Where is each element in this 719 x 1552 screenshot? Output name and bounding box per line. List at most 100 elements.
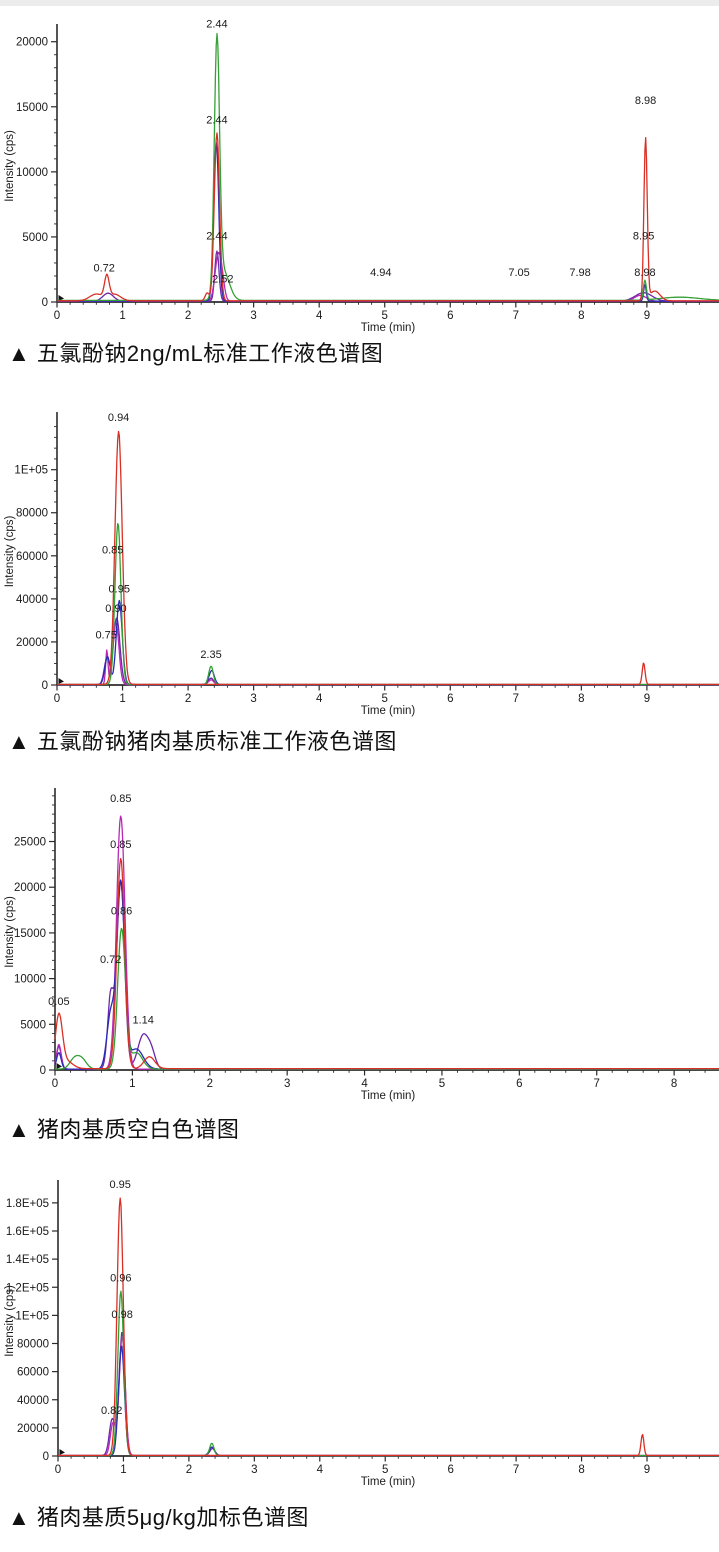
svg-text:0: 0	[52, 1078, 58, 1090]
svg-text:8: 8	[578, 310, 584, 322]
peak-label: 0.75	[95, 630, 116, 642]
svg-text:7: 7	[513, 310, 519, 322]
svg-text:5: 5	[382, 310, 388, 322]
x-axis-title: Time (min)	[361, 1476, 416, 1488]
trace-green	[57, 523, 719, 686]
trace-magenta	[58, 1336, 719, 1457]
svg-text:80000: 80000	[17, 1339, 49, 1351]
svg-text:25000: 25000	[14, 837, 46, 849]
chromatogram-plot-2: 0 1 2 3 4 5 6 7 8 9 0 20000 40000 60000 80000 1E+05 Time…	[4, 412, 719, 717]
svg-text:9: 9	[644, 310, 650, 322]
svg-text:9: 9	[644, 693, 650, 705]
peak-label: 2.52	[212, 273, 233, 285]
page-top-edge	[0, 0, 719, 6]
svg-text:6: 6	[447, 310, 453, 322]
svg-text:40000: 40000	[17, 1395, 49, 1407]
svg-text:2: 2	[186, 1464, 192, 1476]
caption-matrix-standard: ▲ 五氯酚钠猪肉基质标准工作液色谱图	[8, 729, 397, 754]
trace-red	[57, 430, 719, 686]
svg-text:1.8E+05: 1.8E+05	[6, 1198, 49, 1210]
peak-label: 0.96	[110, 1273, 131, 1285]
svg-text:20000: 20000	[17, 1423, 49, 1435]
trace-green	[58, 1290, 719, 1457]
svg-text:3: 3	[250, 310, 256, 322]
svg-text:10000: 10000	[16, 167, 48, 179]
svg-text:5000: 5000	[22, 232, 48, 244]
peak-label: 0.95	[109, 1179, 130, 1191]
peak-label: 0.72	[100, 954, 121, 966]
svg-text:7: 7	[513, 693, 519, 705]
svg-text:1: 1	[129, 1078, 135, 1090]
svg-text:1E+05: 1E+05	[15, 1310, 49, 1322]
peak-labels: 0.85 0.85 0.86 0.72 0.05 1.14	[48, 793, 154, 1026]
peak-label: 0.72	[93, 262, 114, 274]
trace-magenta	[57, 622, 719, 686]
peak-label: 0.94	[108, 412, 129, 424]
svg-text:4: 4	[361, 1078, 368, 1090]
svg-text:3: 3	[284, 1078, 290, 1090]
peak-label: 1.14	[133, 1014, 154, 1026]
y-axis-title: Intensity (cps)	[4, 1285, 16, 1357]
traces	[58, 1197, 719, 1457]
x-axis-title: Time (min)	[361, 705, 416, 717]
x-axis-title: Time (min)	[361, 322, 416, 334]
trace-green	[55, 927, 719, 1070]
peak-label: 8.98	[635, 95, 656, 107]
svg-text:40000: 40000	[16, 594, 48, 606]
svg-text:8: 8	[578, 693, 584, 705]
svg-text:10000: 10000	[14, 974, 46, 986]
svg-text:20000: 20000	[16, 37, 48, 49]
svg-text:8: 8	[671, 1078, 677, 1090]
trace-violet	[57, 617, 719, 686]
trace-violet	[58, 1332, 719, 1457]
peak-label: 0.85	[110, 839, 131, 851]
svg-text:6: 6	[516, 1078, 522, 1090]
peak-label: 4.94	[370, 267, 391, 279]
traces	[54, 815, 719, 1070]
peak-label: 2.35	[200, 649, 221, 661]
svg-text:6: 6	[447, 1464, 453, 1476]
trace-blue	[54, 879, 719, 1070]
peak-label: 2.44	[206, 231, 227, 243]
svg-text:15000: 15000	[16, 102, 48, 114]
svg-text:2: 2	[207, 1078, 213, 1090]
peak-label: 0.90	[105, 603, 126, 615]
svg-text:2: 2	[185, 310, 191, 322]
peak-label: 8.98	[634, 267, 655, 279]
svg-text:0: 0	[55, 1464, 61, 1476]
y-axis-title: Intensity (cps)	[4, 130, 16, 202]
trace-green	[57, 33, 719, 302]
svg-text:60000: 60000	[17, 1367, 49, 1379]
svg-text:7: 7	[513, 1464, 519, 1476]
caption-matrix-blank: ▲ 猪肉基质空白色谱图	[8, 1117, 240, 1142]
svg-text:5: 5	[439, 1078, 445, 1090]
peak-labels: 0.95 0.96 0.98 0.82	[101, 1179, 133, 1417]
trace-violet	[54, 880, 719, 1070]
svg-text:3: 3	[251, 1464, 257, 1476]
traces	[57, 33, 719, 302]
peak-label: 0.82	[101, 1405, 122, 1417]
traces	[57, 430, 719, 686]
svg-text:0: 0	[42, 297, 48, 309]
svg-text:6: 6	[447, 693, 453, 705]
svg-text:20000: 20000	[16, 637, 48, 649]
peak-label: 0.85	[110, 793, 131, 805]
peak-labels: 2.44 2.44 2.44 2.52 0.72 4.94 7.05 7.98 8.98 8.95…	[93, 18, 656, 285]
chromatogram-plot-3: 0 1 2 3 4 5 6 7 8 0 5000 10000 15000 20000 25000 Time (…	[4, 788, 719, 1102]
peak-label: 0.85	[102, 545, 123, 557]
svg-text:0: 0	[54, 693, 60, 705]
peak-labels: 0.94 0.85 0.95 0.90 0.75 2.35	[95, 412, 221, 661]
svg-text:7: 7	[594, 1078, 600, 1090]
svg-text:4: 4	[317, 1464, 324, 1476]
trace-red	[54, 857, 719, 1070]
x-axis-title: Time (min)	[361, 1090, 416, 1102]
svg-text:5: 5	[382, 693, 388, 705]
peak-label: 0.98	[111, 1309, 132, 1321]
peak-label: 2.44	[206, 115, 227, 127]
peak-label: 2.44	[206, 18, 227, 30]
svg-text:0: 0	[42, 680, 48, 692]
peak-label: 7.98	[569, 267, 590, 279]
svg-text:0: 0	[43, 1451, 49, 1463]
svg-text:1: 1	[119, 693, 125, 705]
